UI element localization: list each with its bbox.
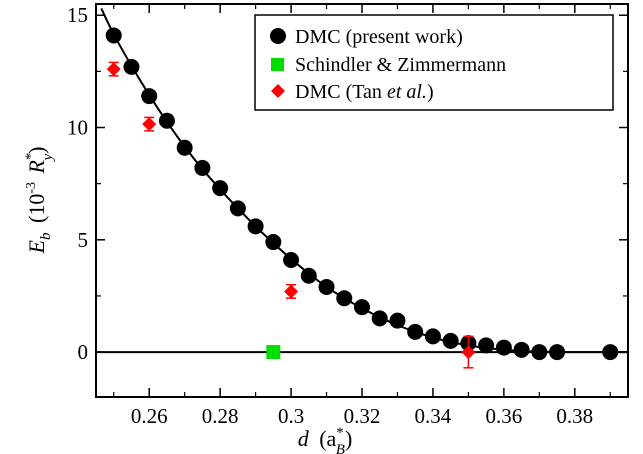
y-tick-label: 5	[78, 228, 89, 252]
data-point-dmc-present	[389, 312, 406, 329]
data-point-dmc-present	[478, 337, 495, 354]
legend-marker-dmc-tan	[271, 84, 285, 98]
data-point-dmc-present	[141, 88, 158, 105]
y-tick-label: 15	[67, 3, 88, 27]
plot-content	[96, 8, 629, 369]
data-point-dmc-present	[531, 344, 548, 361]
data-point-dmc-present	[105, 27, 122, 44]
data-point-dmc-present	[442, 332, 459, 349]
legend-label-dmc-tan: DMC (Tan et al.)	[295, 81, 434, 103]
data-point-dmc-present	[495, 339, 512, 356]
data-point-dmc-present	[212, 180, 229, 197]
data-point-dmc-present	[283, 252, 300, 269]
data-point-dmc-present	[229, 200, 246, 217]
data-point-dmc-present	[549, 344, 566, 361]
data-point-dmc-present	[602, 344, 619, 361]
y-axis-label: Eb (10-3 R*y)	[15, 147, 56, 255]
data-point-dmc-present	[158, 112, 175, 129]
data-point-dmc-present	[318, 278, 335, 295]
data-point-dmc-present	[123, 58, 140, 75]
legend-label-dmc-present: DMC (present work)	[295, 26, 463, 48]
y-tick-label: 10	[67, 116, 88, 140]
data-point-dmc-tan	[142, 117, 157, 132]
legend-label-schindler: Schindler & Zimmermann	[295, 54, 506, 76]
x-tick-label: 0.32	[344, 404, 381, 428]
data-point-dmc-present	[247, 218, 264, 235]
x-tick-label: 0.28	[202, 404, 239, 428]
data-point-dmc-present	[336, 290, 353, 307]
x-tick-label: 0.26	[131, 404, 168, 428]
data-point-dmc-present	[265, 234, 282, 251]
x-tick-label: 0.34	[415, 404, 452, 428]
data-point-dmc-present	[300, 267, 317, 284]
x-axis-label: d (a* B)	[298, 425, 353, 454]
y-tick-label: 0	[78, 340, 89, 364]
data-point-dmc-present	[194, 159, 211, 176]
data-point-dmc-present	[354, 299, 370, 316]
data-point-dmc-present	[424, 328, 441, 345]
legend: DMC (present work) Schindler & Zimmerman…	[254, 14, 614, 111]
legend-marker-schindler	[271, 58, 284, 71]
axis-ticks: 0.26 0.28 0.3 0.32 0.34 0.36 0.38 0 5 10 15	[67, 3, 628, 428]
x-tick-label: 0.3	[278, 404, 304, 428]
legend-box	[254, 14, 614, 111]
legend-marker-dmc-present	[270, 28, 286, 44]
data-point-dmc-present	[513, 341, 530, 358]
data-point-dmc-present	[407, 323, 424, 340]
data-point-dmc-present	[371, 310, 388, 327]
data-point-dmc-present	[176, 139, 193, 156]
data-point-dmc-tan	[461, 345, 476, 360]
data-point-schindler	[266, 345, 281, 360]
data-point-dmc-tan	[106, 62, 121, 77]
data-point-dmc-tan	[284, 284, 299, 299]
x-tick-label: 0.36	[485, 404, 522, 428]
x-tick-label: 0.38	[556, 404, 593, 428]
